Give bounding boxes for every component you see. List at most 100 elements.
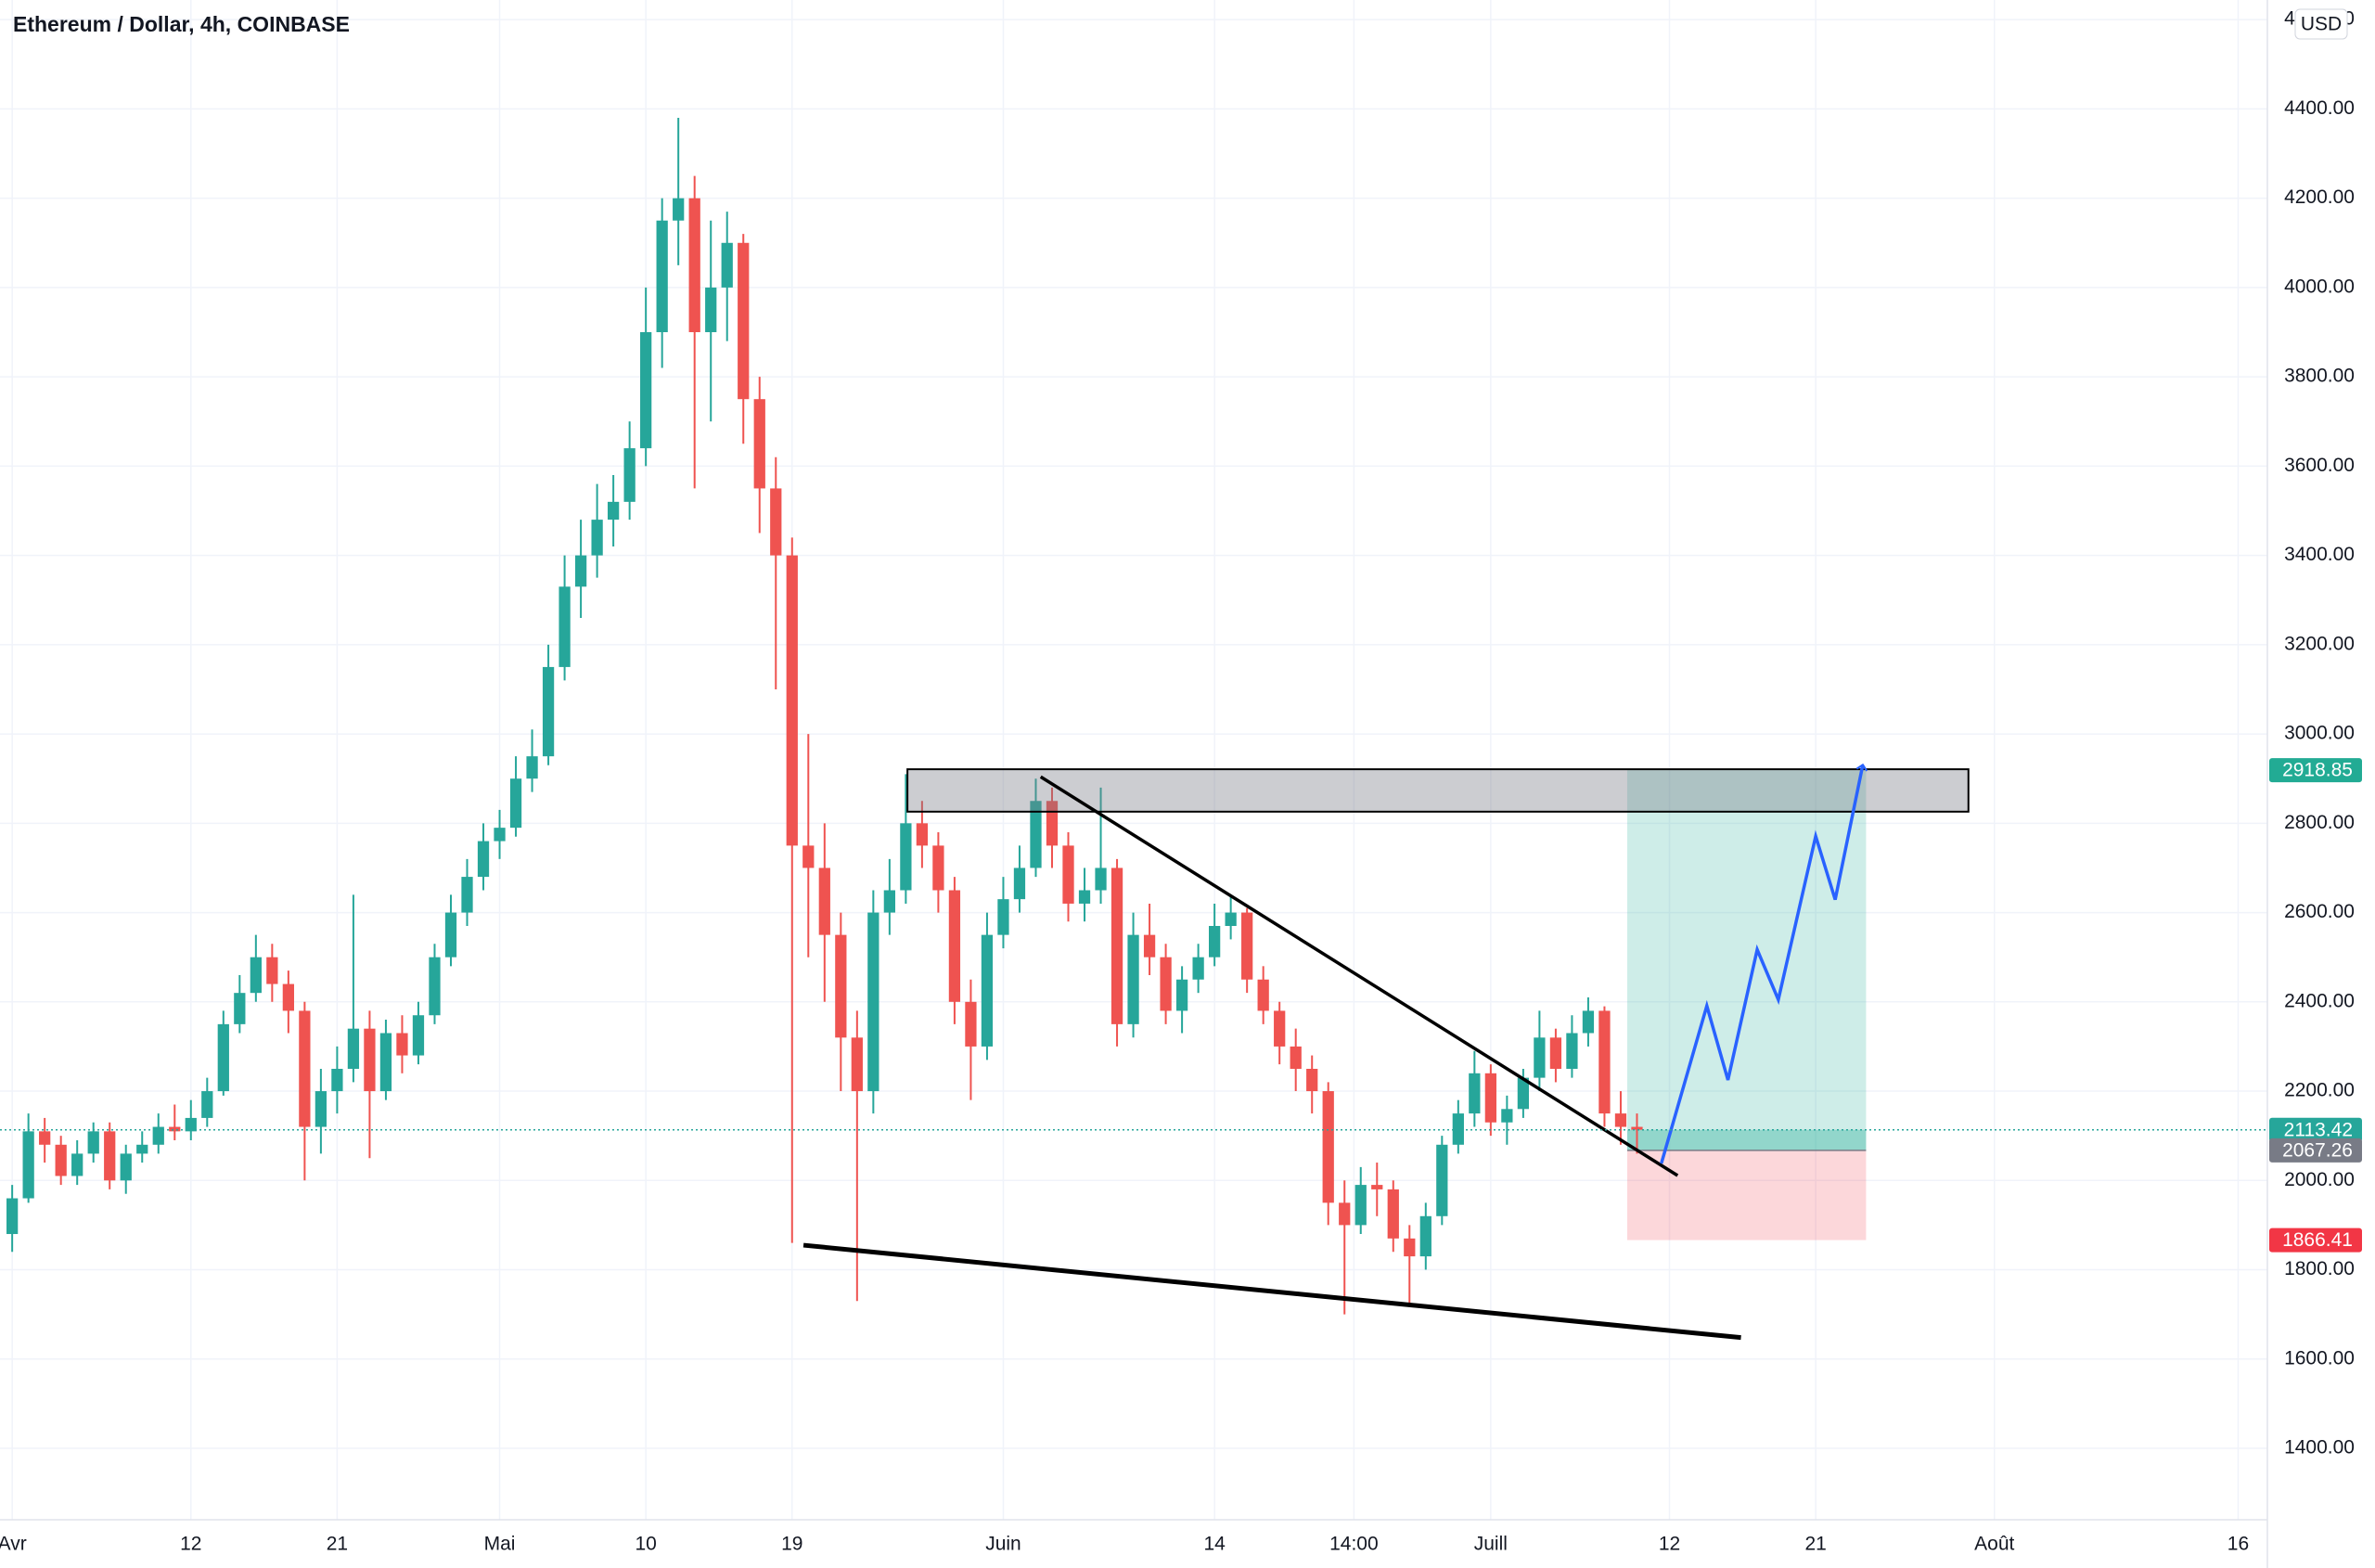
candle-body <box>608 501 620 521</box>
target-area <box>1626 770 1867 1150</box>
candle-body <box>120 1153 132 1181</box>
price-label: 2067.26 <box>2282 1139 2353 1161</box>
x-tick-label: 12 <box>180 1534 201 1555</box>
y-tick-label: 2000.00 <box>2284 1169 2355 1190</box>
candle-body <box>1469 1073 1481 1114</box>
candle-body <box>379 1033 392 1092</box>
x-tick-label: 19 <box>781 1534 802 1555</box>
currency-label[interactable]: USD <box>2301 14 2342 35</box>
candle-body <box>1598 1010 1611 1114</box>
candle-body <box>1062 845 1074 904</box>
candle-body <box>55 1144 67 1176</box>
candle-body <box>1160 957 1172 1011</box>
price-label-box <box>2269 1117 2362 1142</box>
candle-body <box>786 555 798 846</box>
candle-body <box>169 1126 181 1132</box>
candle-body <box>1030 801 1042 868</box>
x-tick-label: Juill <box>1474 1534 1508 1555</box>
trendline <box>802 1242 1741 1341</box>
candle-body <box>509 778 522 829</box>
candle-body <box>526 756 538 779</box>
candle-body <box>1241 912 1253 980</box>
candle-body <box>1484 1073 1496 1123</box>
candle-body <box>1078 890 1091 904</box>
candle-body <box>705 287 717 333</box>
candle-body <box>1566 1033 1578 1069</box>
candle-body <box>104 1131 116 1181</box>
y-tick-label: 2400.00 <box>2284 990 2355 1011</box>
candle-body <box>494 828 506 842</box>
candle-body <box>542 666 555 757</box>
candle-body <box>574 555 587 587</box>
candle-body <box>185 1117 197 1132</box>
candle-body <box>461 877 473 913</box>
candle-body <box>412 1015 425 1056</box>
y-tick-label: 2200.00 <box>2284 1080 2355 1101</box>
candle-body <box>39 1131 51 1145</box>
candle-body <box>136 1144 148 1154</box>
candle-body <box>1354 1185 1367 1226</box>
candle-body <box>282 983 294 1011</box>
candle-body <box>916 823 929 846</box>
y-tick-label: 1800.00 <box>2284 1258 2355 1279</box>
candle-body <box>1549 1037 1562 1069</box>
x-tick-label: 12 <box>1659 1534 1680 1555</box>
candle-body <box>818 868 830 935</box>
candle-body <box>656 220 668 333</box>
y-tick-label: 3400.00 <box>2284 544 2355 565</box>
candle-body <box>1143 934 1156 958</box>
candle-body <box>22 1131 34 1199</box>
candle-body <box>1322 1091 1334 1203</box>
y-tick-label: 2800.00 <box>2284 812 2355 833</box>
y-tick-label: 3800.00 <box>2284 366 2355 387</box>
x-tick-label: Mai <box>484 1534 516 1555</box>
x-tick-label: Juin <box>985 1534 1021 1555</box>
candle-body <box>1013 868 1026 900</box>
y-tick-label: 3000.00 <box>2284 723 2355 744</box>
candle-body <box>965 1001 977 1047</box>
x-tick-label: Avr <box>0 1534 27 1555</box>
candle-body <box>6 1198 19 1235</box>
candle-body <box>835 934 847 1038</box>
y-tick-label: 4000.00 <box>2284 276 2355 297</box>
candle-body <box>201 1091 213 1118</box>
candle-body <box>87 1131 99 1154</box>
candle-body <box>753 399 765 489</box>
x-tick-label: 10 <box>635 1534 656 1555</box>
candle-body <box>315 1091 327 1127</box>
candle-body <box>738 242 750 400</box>
candle-body <box>1387 1189 1399 1239</box>
candle-body <box>1290 1046 1302 1069</box>
axes: 1400.00 1600.00 1800.00 2000.00 2200.00 2400.… <box>0 8 2362 1555</box>
candle-body <box>1436 1144 1448 1216</box>
price-label-box <box>2269 1137 2362 1163</box>
candle-body <box>1582 1010 1595 1034</box>
projection-path <box>1660 763 1868 1164</box>
candle-body <box>981 934 994 1047</box>
candle-body <box>250 957 262 994</box>
y-tick-label: 3200.00 <box>2284 633 2355 654</box>
candle-body <box>1127 934 1139 1024</box>
trendline <box>1039 775 1679 1177</box>
candle-body <box>1614 1113 1627 1127</box>
x-tick-label: 21 <box>327 1534 348 1555</box>
price-label-box <box>2269 1227 2362 1253</box>
candle-body <box>477 841 490 878</box>
x-tick-label: 21 <box>1804 1534 1826 1555</box>
candle-body <box>721 242 733 288</box>
candle-body <box>71 1153 83 1176</box>
currency-button[interactable] <box>2294 8 2348 40</box>
y-tick-label: 3600.00 <box>2284 455 2355 476</box>
x-tick-label: 14:00 <box>1329 1534 1379 1555</box>
candle-body <box>1208 926 1221 958</box>
chart-title: Ethereum / Dollar, 4h, COINBASE <box>13 12 350 36</box>
candle-body <box>217 1023 229 1092</box>
candle-body <box>948 890 961 1002</box>
candle-body <box>623 448 635 502</box>
x-tick-label: 14 <box>1203 1534 1226 1555</box>
candle-body <box>900 823 912 891</box>
y-tick-label: 4200.00 <box>2284 186 2355 208</box>
candle-body <box>688 198 700 333</box>
price-label: 2918.85 <box>2282 760 2353 781</box>
